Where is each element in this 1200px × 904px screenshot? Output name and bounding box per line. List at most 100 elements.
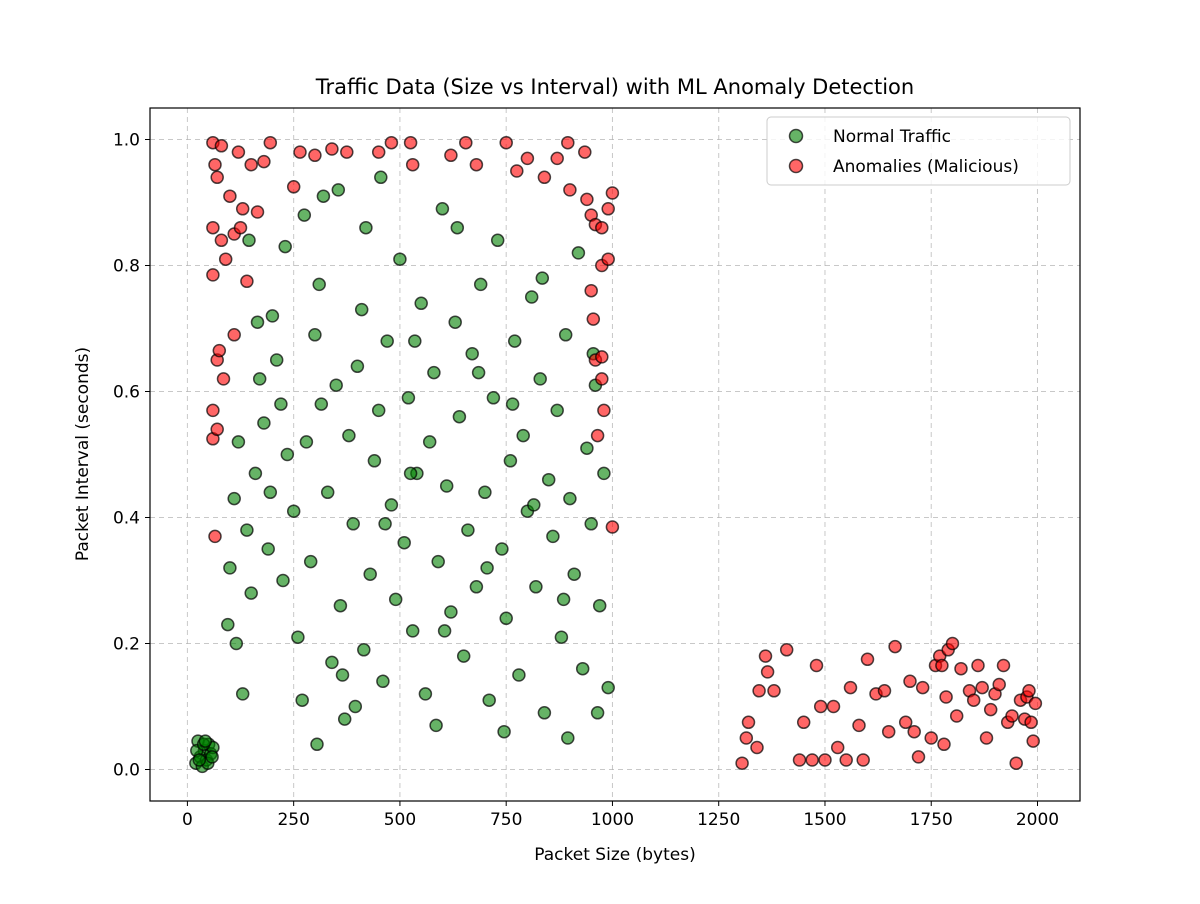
- normal-point: [227, 491, 241, 506]
- anomaly-point: [1005, 709, 1019, 723]
- normal-point: [580, 441, 594, 455]
- y-tick-label: 0.4: [113, 509, 140, 529]
- anomaly-point: [843, 680, 858, 695]
- normal-point: [310, 737, 324, 752]
- anomaly-point: [233, 220, 248, 235]
- normal-point: [461, 523, 475, 537]
- normal-point: [274, 397, 288, 411]
- normal-point: [422, 435, 437, 449]
- normal-point: [378, 517, 392, 531]
- normal-point: [592, 598, 607, 613]
- anomaly-point: [578, 145, 592, 159]
- anomaly-point: [881, 724, 896, 739]
- normal-point: [325, 655, 339, 670]
- normal-point: [478, 485, 492, 500]
- normal-point: [414, 296, 428, 311]
- x-tick-label: 500: [384, 810, 416, 830]
- normal-point: [575, 661, 590, 676]
- anomaly-point: [937, 737, 951, 752]
- anomaly-point: [206, 220, 220, 235]
- anomaly-point: [469, 157, 484, 172]
- anomaly-point: [371, 145, 386, 159]
- anomaly-point: [459, 135, 473, 150]
- normal-point: [563, 491, 577, 506]
- normal-point: [597, 466, 611, 481]
- anomaly-point: [907, 724, 921, 739]
- normal-point: [331, 183, 346, 197]
- anomaly-point: [992, 677, 1006, 692]
- anomaly-point: [550, 151, 564, 166]
- series-anomalies: [206, 135, 1043, 770]
- anomaly-point: [966, 693, 981, 707]
- normal-point: [439, 479, 454, 493]
- y-tick-label: 0.0: [113, 761, 140, 781]
- normal-point: [452, 409, 467, 424]
- normal-point: [469, 580, 484, 594]
- normal-point: [299, 435, 314, 449]
- normal-point: [601, 680, 615, 695]
- normal-point: [229, 636, 244, 651]
- normal-point: [223, 561, 237, 575]
- normal-point: [316, 189, 331, 203]
- anomaly-point: [595, 220, 609, 235]
- anomaly-point: [208, 529, 222, 544]
- normal-point: [499, 611, 513, 626]
- normal-point: [276, 573, 290, 588]
- anomaly-point: [935, 658, 949, 673]
- normal-point: [503, 454, 518, 468]
- legend-marker-normal: [788, 128, 804, 144]
- anomaly-point: [597, 403, 611, 418]
- anomaly-point: [510, 164, 524, 178]
- anomaly-point: [860, 652, 875, 667]
- anomaly-point: [250, 205, 265, 219]
- normal-point: [403, 466, 418, 481]
- normal-point: [401, 391, 416, 405]
- normal-point: [505, 397, 520, 411]
- normal-point: [261, 542, 275, 556]
- anomaly-point: [911, 750, 926, 764]
- anomaly-point: [563, 183, 577, 197]
- normal-point: [192, 753, 207, 767]
- normal-point: [456, 649, 471, 663]
- normal-point: [231, 435, 246, 449]
- anomaly-point: [537, 170, 552, 185]
- anomaly-point: [903, 674, 917, 689]
- anomaly-point: [1026, 734, 1040, 748]
- normal-point: [516, 428, 530, 443]
- y-axis-label: Packet Interval (seconds): [73, 347, 93, 561]
- normal-point: [295, 693, 309, 707]
- normal-point: [418, 687, 433, 701]
- x-axis-label: Packet Size (bytes): [534, 845, 695, 865]
- anomaly-point: [752, 684, 766, 698]
- normal-point: [235, 687, 250, 701]
- x-tick-label: 250: [277, 810, 309, 830]
- anomaly-point: [286, 180, 301, 194]
- anomaly-point: [852, 718, 866, 733]
- normal-point: [584, 517, 598, 531]
- anomaly-point: [590, 428, 605, 443]
- y-tick-label: 0.2: [113, 635, 140, 655]
- plot-frame: [149, 107, 1081, 802]
- x-tick-label: 1750: [910, 810, 953, 830]
- normal-point: [550, 403, 564, 418]
- normal-point: [342, 428, 356, 443]
- legend-marker-anomalies: [788, 158, 804, 174]
- anomaly-point: [839, 753, 853, 767]
- normal-point: [329, 378, 343, 392]
- normal-point: [533, 372, 547, 386]
- normal-point: [448, 315, 462, 329]
- normal-point: [244, 586, 258, 600]
- normal-point: [495, 542, 509, 556]
- normal-point: [320, 485, 335, 500]
- anomaly-point: [520, 151, 535, 166]
- normal-point: [291, 630, 305, 644]
- legend-frame: [766, 116, 1071, 186]
- normal-point: [427, 365, 441, 380]
- normal-point: [221, 617, 235, 632]
- normal-point: [473, 277, 488, 292]
- normal-point: [205, 750, 219, 764]
- anomaly-point: [263, 135, 278, 150]
- normal-point: [286, 504, 301, 518]
- anomaly-point: [206, 403, 220, 418]
- anomaly-point: [856, 753, 870, 767]
